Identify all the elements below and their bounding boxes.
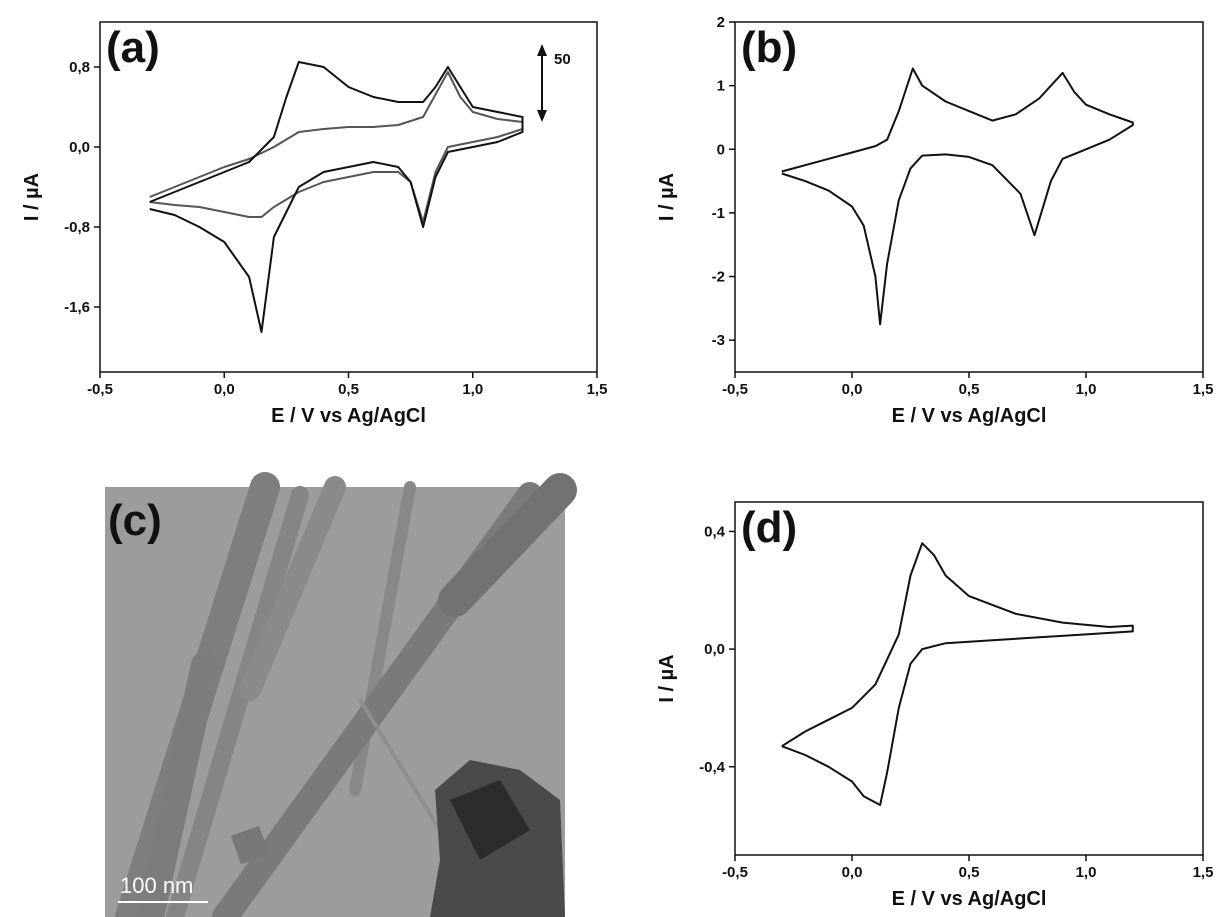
micrograph: (c) 100 nm	[105, 487, 565, 917]
x-tick-label: -0,5	[722, 864, 748, 881]
y-tick-label: 0,8	[69, 59, 90, 76]
panel: -0,5 0,0 0,5 1,0 1,5 -3 -2 -1 0 1 2 E / V vs Ag/AgC…	[656, 14, 1213, 427]
y-tick-label: -0,8	[64, 219, 90, 236]
x-tick-label: 0,0	[842, 864, 863, 881]
cv-curve	[150, 62, 523, 332]
x-tick-label: 0,0	[214, 381, 235, 398]
x-tick-label: 1,0	[1076, 381, 1097, 398]
plot-frame	[100, 22, 597, 372]
x-tick-label: 1,0	[1076, 864, 1097, 881]
y-tick-label: 0	[717, 141, 725, 158]
y-tick-label: -2	[712, 269, 725, 286]
x-tick-label: -0,5	[87, 381, 113, 398]
cv-curve	[782, 543, 1133, 805]
x-tick-label: 1,0	[462, 381, 483, 398]
annotation: 50	[554, 51, 571, 68]
x-tick-label: 1,5	[1193, 381, 1214, 398]
cv-curve	[782, 69, 1133, 325]
x-tick-label: 0,5	[959, 381, 980, 398]
y-axis-label: I / µA	[656, 654, 678, 702]
panel-label: (a)	[106, 23, 160, 72]
y-tick-label: 1	[717, 78, 725, 95]
x-tick-label: 0,0	[842, 381, 863, 398]
plot-frame	[735, 22, 1203, 372]
x-tick-label: 0,5	[959, 864, 980, 881]
panel-label: (d)	[741, 503, 797, 552]
x-axis-label: E / V vs Ag/AgCl	[892, 888, 1047, 910]
scale-bar-label: 100 nm	[120, 873, 193, 898]
y-tick-label: 0,0	[704, 641, 725, 658]
y-axis-label: I / µA	[656, 173, 678, 221]
y-tick-label: -0,4	[699, 759, 726, 776]
y-tick-label: 0,0	[69, 139, 90, 156]
x-axis-label: E / V vs Ag/AgCl	[892, 405, 1047, 427]
y-tick-label: 2	[717, 14, 725, 31]
panel-label: (c)	[108, 496, 162, 545]
y-tick-label: -1	[712, 205, 725, 222]
panel: -0,5 0,0 0,5 1,0 1,5 -0,4 0,0 0,4 E / V vs Ag/Ag…	[656, 502, 1213, 910]
cv-curve	[150, 72, 523, 222]
x-tick-label: 1,5	[587, 381, 608, 398]
figure: (c) 100 nm -0,5 0,0 0,5 1,0 1,5 -1,6 -0,8 0,0 0,…	[0, 0, 1220, 917]
panel: -0,5 0,0 0,5 1,0 1,5 -1,6 -0,8 0,0 0,8 E / V vs A…	[21, 22, 607, 427]
y-tick-label: -3	[712, 332, 725, 349]
panel-label: (b)	[741, 23, 797, 72]
y-tick-label: -1,6	[64, 299, 90, 316]
plot-frame	[735, 502, 1203, 855]
x-tick-label: 0,5	[338, 381, 359, 398]
x-tick-label: -0,5	[722, 381, 748, 398]
x-tick-label: 1,5	[1193, 864, 1214, 881]
y-axis-label: I / µA	[21, 173, 43, 221]
y-tick-label: 0,4	[704, 523, 726, 540]
x-axis-label: E / V vs Ag/AgCl	[271, 405, 426, 427]
